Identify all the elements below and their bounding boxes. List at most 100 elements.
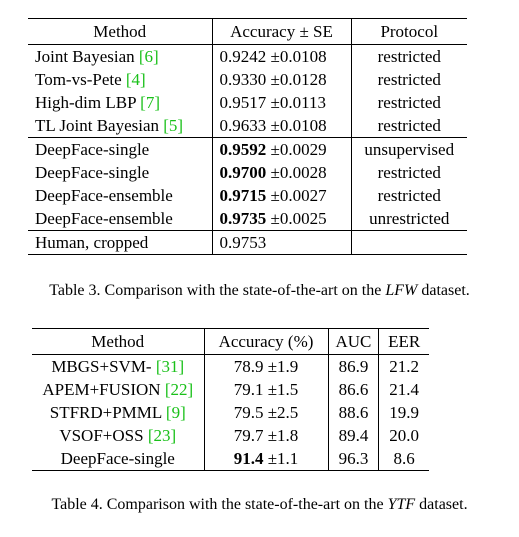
ytf-comparison-table: Method Accuracy (%) AUC EER MBGS+SVM- [3… xyxy=(32,328,429,471)
method-cell: High-dim LBP [7] xyxy=(28,91,212,114)
citation-link[interactable]: [5] xyxy=(163,116,183,135)
table-row: High-dim LBP [7] 0.9517 ±0.0113 restrict… xyxy=(28,91,467,114)
method-cell: TL Joint Bayesian [5] xyxy=(28,114,212,138)
method-cell: DeepFace-single xyxy=(28,138,212,162)
standard-error: ±0.0108 xyxy=(271,47,327,66)
standard-error: ±0.0108 xyxy=(271,116,327,135)
accuracy-value: 78.9 xyxy=(234,357,264,376)
table-row: APEM+FUSION [22] 79.1 ±1.5 86.6 21.4 xyxy=(32,378,429,401)
accuracy-cell: 0.9753 xyxy=(212,231,351,255)
citation-link[interactable]: [23] xyxy=(148,426,176,445)
standard-error: ±0.0027 xyxy=(271,186,327,205)
accuracy-cell: 79.1 ±1.5 xyxy=(204,378,328,401)
standard-error: ±0.0025 xyxy=(271,209,327,228)
header-auc: AUC xyxy=(328,329,379,355)
accuracy-cell: 0.9735 ±0.0025 xyxy=(212,207,351,231)
table-row: TL Joint Bayesian [5] 0.9633 ±0.0108 res… xyxy=(28,114,467,138)
method-name: Joint Bayesian xyxy=(35,47,135,66)
accuracy-value: 0.9700 xyxy=(220,163,267,182)
accuracy-value: 0.9517 xyxy=(220,93,267,112)
accuracy-cell: 0.9517 ±0.0113 xyxy=(212,91,351,114)
table-header-row: Method Accuracy (%) AUC EER xyxy=(32,329,429,355)
header-eer: EER xyxy=(379,329,429,355)
accuracy-cell: 0.9330 ±0.0128 xyxy=(212,68,351,91)
protocol-cell xyxy=(351,231,467,255)
auc-cell: 89.4 xyxy=(328,424,379,447)
method-name: TL Joint Bayesian xyxy=(35,116,159,135)
accuracy-cell: 79.7 ±1.8 xyxy=(204,424,328,447)
accuracy-value: 0.9753 xyxy=(220,233,267,252)
citation-link[interactable]: [4] xyxy=(126,70,146,89)
accuracy-value: 79.7 xyxy=(234,426,264,445)
table-row: MBGS+SVM- [31] 78.9 ±1.9 86.9 21.2 xyxy=(32,355,429,379)
standard-error: ±1.5 xyxy=(268,380,299,399)
table-row: DeepFace-single 0.9592 ±0.0029 unsupervi… xyxy=(28,138,467,162)
protocol-cell: restricted xyxy=(351,68,467,91)
table-row: Tom-vs-Pete [4] 0.9330 ±0.0128 restricte… xyxy=(28,68,467,91)
table-row: Human, cropped 0.9753 xyxy=(28,231,467,255)
accuracy-cell: 0.9715 ±0.0027 xyxy=(212,184,351,207)
method-cell: DeepFace-single xyxy=(32,447,204,471)
accuracy-value: 91.4 xyxy=(234,449,264,468)
citation-link[interactable]: [31] xyxy=(156,357,184,376)
caption-text: Table 4. Comparison with the state-of-th… xyxy=(51,496,383,513)
lfw-comparison-table: Method Accuracy ± SE Protocol Joint Baye… xyxy=(28,18,467,255)
accuracy-cell: 0.9700 ±0.0028 xyxy=(212,161,351,184)
citation-link[interactable]: [6] xyxy=(139,47,159,66)
header-method: Method xyxy=(28,19,212,45)
accuracy-value: 79.5 xyxy=(234,403,264,422)
table-row: DeepFace-single 0.9700 ±0.0028 restricte… xyxy=(28,161,467,184)
protocol-cell: unrestricted xyxy=(351,207,467,231)
standard-error: ±0.0128 xyxy=(271,70,327,89)
accuracy-cell: 78.9 ±1.9 xyxy=(204,355,328,379)
standard-error: ±0.0028 xyxy=(271,163,327,182)
table-row: VSOF+OSS [23] 79.7 ±1.8 89.4 20.0 xyxy=(32,424,429,447)
accuracy-cell: 91.4 ±1.1 xyxy=(204,447,328,471)
accuracy-value: 0.9735 xyxy=(220,209,267,228)
method-cell: MBGS+SVM- [31] xyxy=(32,355,204,379)
method-name: High-dim LBP xyxy=(35,93,136,112)
method-cell: DeepFace-single xyxy=(28,161,212,184)
method-cell: VSOF+OSS [23] xyxy=(32,424,204,447)
accuracy-value: 79.1 xyxy=(234,380,264,399)
method-cell: STFRD+PMML [9] xyxy=(32,401,204,424)
accuracy-value: 0.9633 xyxy=(220,116,267,135)
method-cell: DeepFace-ensemble xyxy=(28,207,212,231)
standard-error: ±0.0029 xyxy=(271,140,327,159)
method-cell: DeepFace-ensemble xyxy=(28,184,212,207)
eer-cell: 20.0 xyxy=(379,424,429,447)
eer-cell: 21.2 xyxy=(379,355,429,379)
table-4-caption: Table 4. Comparison with the state-of-th… xyxy=(0,495,519,515)
citation-link[interactable]: [9] xyxy=(166,403,186,422)
standard-error: ±1.9 xyxy=(268,357,299,376)
method-name: STFRD+PMML xyxy=(50,403,162,422)
accuracy-value: 0.9242 xyxy=(220,47,267,66)
standard-error: ±2.5 xyxy=(268,403,299,422)
accuracy-value: 0.9715 xyxy=(220,186,267,205)
accuracy-value: 0.9592 xyxy=(220,140,267,159)
accuracy-cell: 0.9592 ±0.0029 xyxy=(212,138,351,162)
table-row: Joint Bayesian [6] 0.9242 ±0.0108 restri… xyxy=(28,45,467,69)
caption-dataset: YTF xyxy=(388,496,416,513)
eer-cell: 21.4 xyxy=(379,378,429,401)
protocol-cell: restricted xyxy=(351,91,467,114)
table-row: DeepFace-single 91.4 ±1.1 96.3 8.6 xyxy=(32,447,429,471)
caption-text: dataset. xyxy=(419,496,467,513)
table-row: STFRD+PMML [9] 79.5 ±2.5 88.6 19.9 xyxy=(32,401,429,424)
auc-cell: 86.6 xyxy=(328,378,379,401)
citation-link[interactable]: [7] xyxy=(140,93,160,112)
table-row: DeepFace-ensemble 0.9735 ±0.0025 unrestr… xyxy=(28,207,467,231)
caption-dataset: LFW xyxy=(385,282,417,299)
protocol-cell: unsupervised xyxy=(351,138,467,162)
auc-cell: 88.6 xyxy=(328,401,379,424)
method-cell: APEM+FUSION [22] xyxy=(32,378,204,401)
method-name: VSOF+OSS xyxy=(59,426,143,445)
auc-cell: 96.3 xyxy=(328,447,379,471)
protocol-cell: restricted xyxy=(351,184,467,207)
citation-link[interactable]: [22] xyxy=(165,380,193,399)
method-cell: Joint Bayesian [6] xyxy=(28,45,212,69)
standard-error: ±0.0113 xyxy=(271,93,326,112)
header-accuracy: Accuracy (%) xyxy=(204,329,328,355)
header-protocol: Protocol xyxy=(351,19,467,45)
header-accuracy: Accuracy ± SE xyxy=(212,19,351,45)
